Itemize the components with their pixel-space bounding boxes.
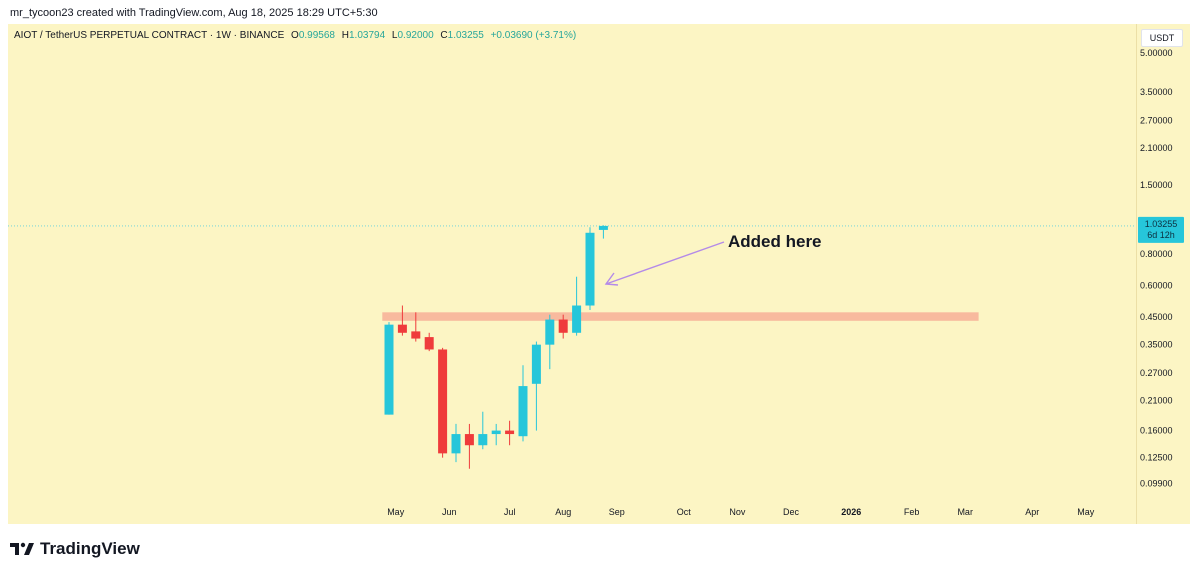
- annotation-text: Added here: [728, 232, 822, 251]
- candle-body: [531, 344, 541, 384]
- candle[interactable]: [384, 322, 394, 415]
- time-tick-label: Oct: [677, 507, 692, 517]
- candle-body: [518, 386, 528, 437]
- price-tick-label: 0.12500: [1140, 453, 1173, 463]
- time-axis: May Jun Jul Aug Sep Oct Nov Dec 2026 Feb Mar Apr May: [387, 507, 1095, 517]
- price-axis-separator: [1136, 24, 1137, 524]
- price-tag-price: 1.03255: [1145, 219, 1178, 229]
- legend-change: +0.03690 (+3.71%): [490, 30, 577, 41]
- brand-name: TradingView: [40, 539, 140, 558]
- candle-body: [545, 319, 555, 345]
- price-tick-label: 0.45000: [1140, 312, 1173, 322]
- support-zone: [382, 312, 979, 321]
- candle[interactable]: [451, 423, 461, 463]
- tradingview-brand[interactable]: TradingView: [10, 538, 140, 560]
- candle[interactable]: [438, 347, 448, 458]
- time-tick-label: Sep: [609, 507, 625, 517]
- candle-body: [572, 305, 582, 333]
- price-tag: 1.03255 6d 12h: [1138, 216, 1184, 243]
- price-tick-label: 5.00000: [1140, 48, 1173, 58]
- header-credit: mr_tycoon23 created with TradingView.com…: [10, 7, 378, 19]
- legend-close: 1.03255: [447, 30, 484, 41]
- currency-badge[interactable]: USDT: [1141, 29, 1183, 47]
- candles-layer: [384, 225, 608, 469]
- annotation-layer: Added here: [604, 232, 822, 286]
- price-axis: 5.00000 3.50000 2.70000 2.10000 1.50000 0.800…: [1140, 48, 1173, 488]
- legend-low-key: L: [391, 30, 398, 41]
- time-tick-label: Aug: [555, 507, 571, 517]
- price-tag-countdown: 6d 12h: [1147, 230, 1175, 240]
- time-tick-label: Apr: [1025, 507, 1039, 517]
- time-tick-label: May: [387, 507, 405, 517]
- candle[interactable]: [531, 341, 541, 431]
- price-tick-label: 0.60000: [1140, 281, 1173, 291]
- legend-high-key: H: [341, 30, 349, 41]
- price-tick-label: 1.50000: [1140, 180, 1173, 190]
- candle-body: [424, 337, 434, 350]
- candle[interactable]: [545, 314, 555, 370]
- tradingview-logo-icon: [10, 542, 34, 555]
- price-tick-label: 0.80000: [1140, 249, 1173, 259]
- candle[interactable]: [424, 332, 434, 352]
- price-tick-label: 0.27000: [1140, 368, 1173, 378]
- candle[interactable]: [478, 411, 488, 450]
- price-tick-label: 2.10000: [1140, 143, 1173, 153]
- candle[interactable]: [411, 312, 421, 342]
- time-tick-label: Jun: [442, 507, 457, 517]
- legend-low: 0.92000: [397, 30, 434, 41]
- candle[interactable]: [598, 225, 608, 239]
- candle-body: [505, 430, 515, 435]
- chart-frame[interactable]: AIOT / TetherUS PERPETUAL CONTRACT · 1W …: [8, 24, 1190, 524]
- legend-high: 1.03794: [348, 30, 386, 41]
- candle[interactable]: [572, 276, 582, 336]
- price-tick-label: 0.35000: [1140, 340, 1173, 350]
- price-tick-label: 0.16000: [1140, 426, 1173, 436]
- candle-body: [464, 434, 474, 446]
- candle-body: [558, 319, 568, 333]
- price-tick-label: 2.70000: [1140, 115, 1173, 125]
- time-tick-label: Mar: [957, 507, 973, 517]
- candle-body: [397, 324, 407, 333]
- candle-body: [411, 331, 421, 339]
- time-tick-label: Feb: [904, 507, 920, 517]
- candle-body: [491, 430, 501, 435]
- price-tick-label: 3.50000: [1140, 87, 1173, 97]
- candle-body: [384, 324, 394, 415]
- time-tick-label: 2026: [841, 507, 861, 517]
- price-tick-label: 0.21000: [1140, 396, 1173, 406]
- candle-body: [478, 434, 488, 446]
- candle[interactable]: [585, 227, 595, 310]
- arrow-line: [605, 241, 725, 285]
- legend-open-key: O: [291, 30, 299, 41]
- candle[interactable]: [397, 305, 407, 336]
- candle[interactable]: [505, 420, 515, 446]
- legend-symbol: AIOT / TetherUS PERPETUAL CONTRACT · 1W …: [14, 30, 285, 41]
- time-tick-label: Jul: [504, 507, 516, 517]
- candlestick-chart[interactable]: 5.00000 3.50000 2.70000 2.10000 1.50000 0.800…: [8, 24, 1190, 524]
- legend-close-key: C: [440, 30, 448, 41]
- candle-body: [451, 434, 461, 454]
- candle-body: [438, 349, 448, 454]
- candle[interactable]: [464, 423, 474, 469]
- arrow-head: [604, 272, 619, 286]
- candle-body: [598, 225, 608, 230]
- candle-body: [585, 232, 595, 306]
- candle[interactable]: [491, 423, 501, 446]
- time-tick-label: Dec: [783, 507, 800, 517]
- time-tick-label: Nov: [729, 507, 746, 517]
- candle[interactable]: [558, 314, 568, 339]
- legend-open: 0.99568: [298, 30, 335, 41]
- time-tick-label: May: [1077, 507, 1095, 517]
- candle[interactable]: [518, 365, 528, 442]
- price-tick-label: 0.09900: [1140, 478, 1173, 488]
- zones-layer: [382, 312, 979, 321]
- price-tag-box: [1138, 216, 1184, 243]
- chart-legend: AIOT / TetherUS PERPETUAL CONTRACT · 1W …: [14, 30, 576, 41]
